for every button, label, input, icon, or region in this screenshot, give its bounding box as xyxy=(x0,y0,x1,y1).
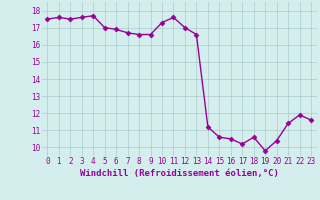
X-axis label: Windchill (Refroidissement éolien,°C): Windchill (Refroidissement éolien,°C) xyxy=(80,169,279,178)
